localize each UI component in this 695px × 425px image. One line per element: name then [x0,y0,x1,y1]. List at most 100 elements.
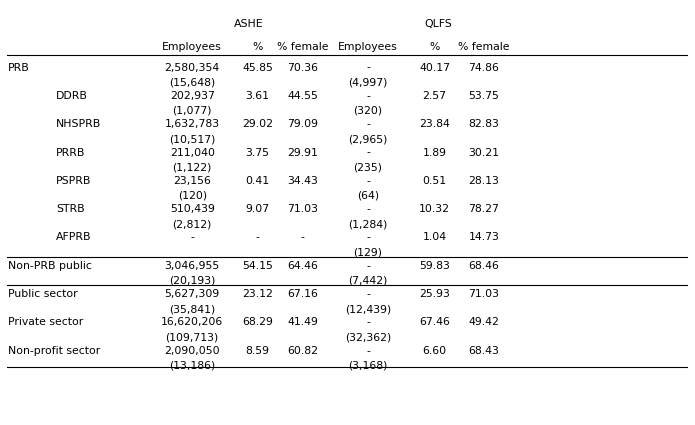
Text: -: - [366,232,370,243]
Text: 14.73: 14.73 [468,232,499,243]
Text: 202,937: 202,937 [170,91,215,101]
Text: PRB: PRB [8,62,30,73]
Text: QLFS: QLFS [424,19,452,29]
Text: 0.41: 0.41 [245,176,270,186]
Text: -: - [301,232,304,243]
Text: 30.21: 30.21 [468,147,499,158]
Text: 23.84: 23.84 [419,119,450,129]
Text: 54.15: 54.15 [242,261,273,271]
Text: 53.75: 53.75 [468,91,499,101]
Text: 40.17: 40.17 [419,62,450,73]
Text: 78.27: 78.27 [468,204,499,214]
Text: %: % [252,42,263,52]
Text: 3,046,955: 3,046,955 [165,261,220,271]
Text: -: - [366,62,370,73]
Text: 59.83: 59.83 [419,261,450,271]
Text: (320): (320) [353,106,382,116]
Text: (10,517): (10,517) [169,134,215,144]
Text: 68.43: 68.43 [468,346,499,356]
Text: 34.43: 34.43 [287,176,318,186]
Text: 67.46: 67.46 [419,317,450,327]
Text: -: - [366,261,370,271]
Text: 82.83: 82.83 [468,119,499,129]
Text: 211,040: 211,040 [170,147,215,158]
Text: -: - [366,119,370,129]
Text: -: - [190,232,194,243]
Text: (7,442): (7,442) [348,276,388,286]
Text: 8.59: 8.59 [245,346,270,356]
Text: 2,090,050: 2,090,050 [165,346,220,356]
Text: PSPRB: PSPRB [56,176,91,186]
Text: (15,648): (15,648) [169,77,215,88]
Text: 71.03: 71.03 [468,289,499,299]
Text: 41.49: 41.49 [287,317,318,327]
Text: (3,168): (3,168) [348,361,388,371]
Text: 16,620,206: 16,620,206 [161,317,223,327]
Text: (1,122): (1,122) [172,162,212,173]
Text: 70.36: 70.36 [287,62,318,73]
Text: 23.12: 23.12 [242,289,273,299]
Text: 3.61: 3.61 [245,91,270,101]
Text: 10.32: 10.32 [419,204,450,214]
Text: 67.16: 67.16 [287,289,318,299]
Text: 29.91: 29.91 [287,147,318,158]
Text: Employees: Employees [163,42,222,52]
Text: 28.13: 28.13 [468,176,499,186]
Text: Employees: Employees [338,42,398,52]
Text: 2,580,354: 2,580,354 [165,62,220,73]
Text: Non-PRB public: Non-PRB public [8,261,92,271]
Text: 45.85: 45.85 [242,62,273,73]
Text: -: - [366,317,370,327]
Text: (2,965): (2,965) [348,134,388,144]
Text: 25.93: 25.93 [419,289,450,299]
Text: (109,713): (109,713) [165,332,219,343]
Text: 23,156: 23,156 [173,176,211,186]
Text: -: - [256,232,259,243]
Text: 1.89: 1.89 [423,147,447,158]
Text: (4,997): (4,997) [348,77,388,88]
Text: 510,439: 510,439 [170,204,215,214]
Text: 6.60: 6.60 [423,346,447,356]
Text: 5,627,309: 5,627,309 [165,289,220,299]
Text: Public sector: Public sector [8,289,78,299]
Text: 49.42: 49.42 [468,317,499,327]
Text: 79.09: 79.09 [287,119,318,129]
Text: Private sector: Private sector [8,317,83,327]
Text: -: - [366,289,370,299]
Text: Non-profit sector: Non-profit sector [8,346,101,356]
Text: 29.02: 29.02 [242,119,273,129]
Text: (1,077): (1,077) [172,106,212,116]
Text: % female: % female [458,42,509,52]
Text: 3.75: 3.75 [245,147,270,158]
Text: (13,186): (13,186) [169,361,215,371]
Text: (35,841): (35,841) [169,304,215,314]
Text: STRB: STRB [56,204,85,214]
Text: (235): (235) [354,162,382,173]
Text: -: - [366,176,370,186]
Text: -: - [366,204,370,214]
Text: 74.86: 74.86 [468,62,499,73]
Text: (2,812): (2,812) [172,219,212,229]
Text: 60.82: 60.82 [287,346,318,356]
Text: (12,439): (12,439) [345,304,391,314]
Text: ASHE: ASHE [234,19,263,29]
Text: % female: % female [277,42,328,52]
Text: (32,362): (32,362) [345,332,391,343]
Text: 71.03: 71.03 [287,204,318,214]
Text: 1,632,783: 1,632,783 [165,119,220,129]
Text: (64): (64) [357,191,379,201]
Text: 44.55: 44.55 [287,91,318,101]
Text: 68.46: 68.46 [468,261,499,271]
Text: DDRB: DDRB [56,91,88,101]
Text: (1,284): (1,284) [348,219,388,229]
Text: PRRB: PRRB [56,147,85,158]
Text: %: % [430,42,440,52]
Text: (20,193): (20,193) [169,276,215,286]
Text: -: - [366,147,370,158]
Text: 2.57: 2.57 [423,91,447,101]
Text: -: - [366,91,370,101]
Text: 68.29: 68.29 [242,317,273,327]
Text: AFPRB: AFPRB [56,232,92,243]
Text: 64.46: 64.46 [287,261,318,271]
Text: 9.07: 9.07 [245,204,270,214]
